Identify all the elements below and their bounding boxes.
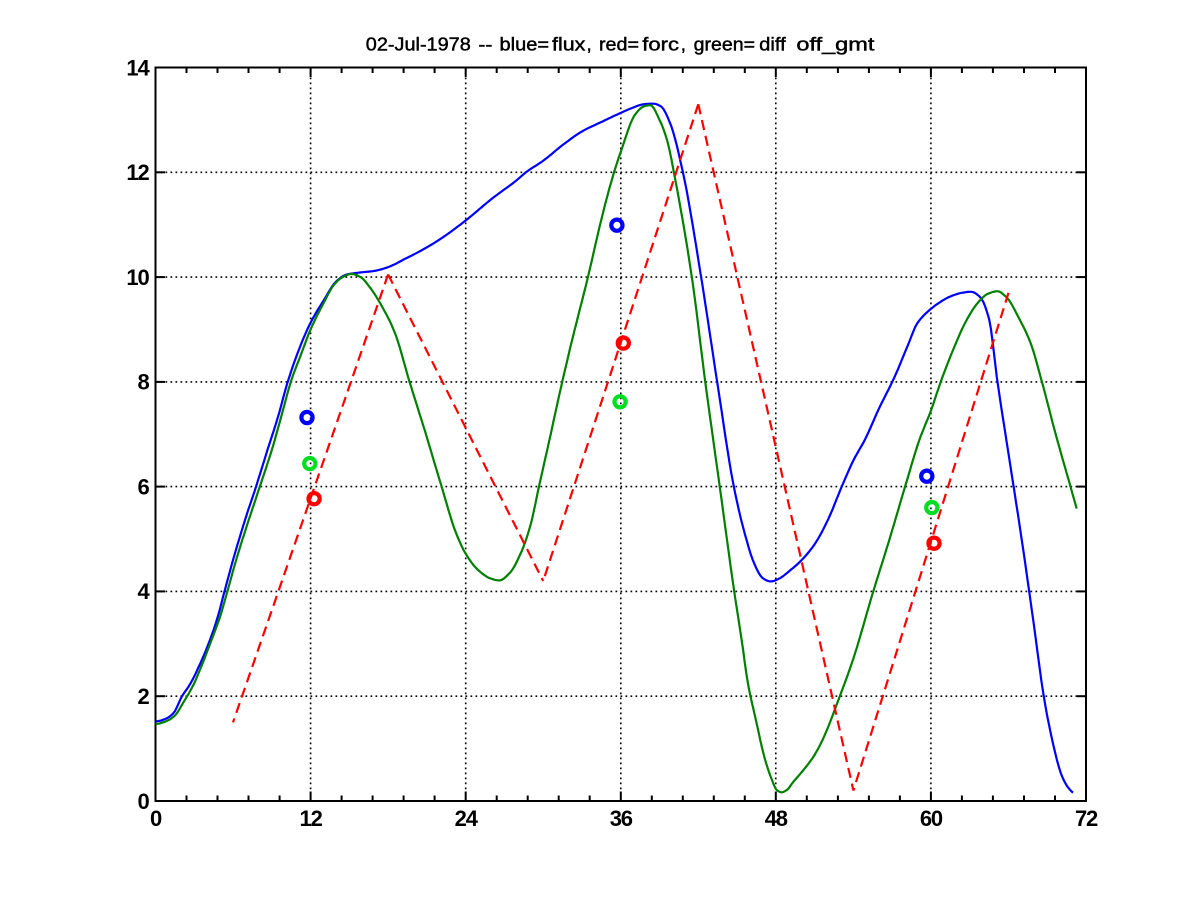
svg-text:60: 60	[920, 806, 943, 831]
svg-text:8: 8	[137, 370, 149, 395]
svg-text:0: 0	[137, 789, 149, 814]
svg-text:12: 12	[300, 806, 323, 831]
svg-text:24: 24	[455, 806, 479, 831]
svg-text:forc: forc	[642, 34, 679, 55]
svg-text:diff: diff	[759, 34, 786, 55]
svg-text:,: ,	[681, 34, 686, 55]
svg-text:off_gmt: off_gmt	[796, 34, 875, 56]
svg-text:4: 4	[137, 579, 150, 604]
svg-text:6: 6	[137, 474, 149, 499]
svg-text:green=: green=	[694, 34, 755, 55]
svg-text:flux: flux	[552, 34, 586, 55]
svg-text:02-Jul-1978: 02-Jul-1978	[366, 34, 471, 55]
svg-text:48: 48	[765, 806, 788, 831]
svg-text:2: 2	[137, 684, 149, 709]
svg-text:red=: red=	[599, 34, 639, 55]
svg-text:10: 10	[126, 265, 149, 290]
svg-text:12: 12	[126, 160, 149, 185]
svg-text:14: 14	[126, 55, 150, 80]
svg-text:0: 0	[150, 806, 162, 831]
svg-text:,: ,	[587, 34, 592, 55]
svg-text:72: 72	[1075, 806, 1098, 831]
svg-text:36: 36	[610, 806, 633, 831]
svg-text:blue=: blue=	[500, 34, 550, 55]
svg-text:--: --	[478, 34, 492, 55]
